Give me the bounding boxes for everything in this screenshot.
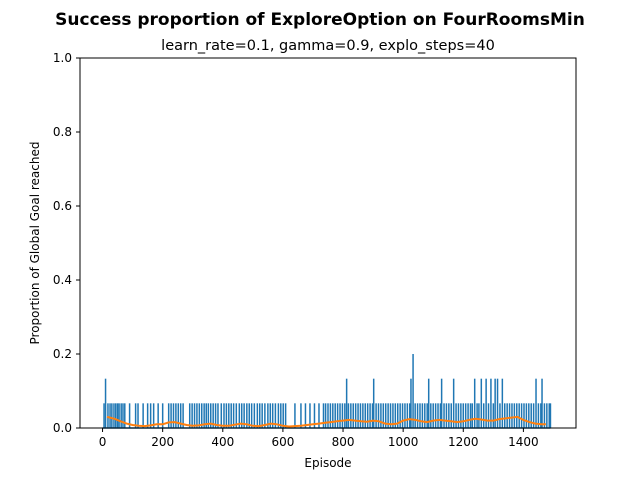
plot-frame xyxy=(79,57,577,429)
y-tick-label: 0.6 xyxy=(53,199,72,213)
x-tick-label: 1000 xyxy=(388,435,419,449)
x-tick-label: 0 xyxy=(99,435,107,449)
x-axis-label: Episode xyxy=(304,456,351,470)
plot-background xyxy=(80,58,576,428)
chart-subtitle: learn_rate=0.1, gamma=0.9, explo_steps=4… xyxy=(161,38,495,54)
y-axis-ticks: 0.0 0.2 0.4 0.6 0.8 1.0 xyxy=(53,51,80,435)
x-tick-label: 1400 xyxy=(508,435,539,449)
y-tick-label: 1.0 xyxy=(53,51,72,65)
x-axis-ticks: 0 200 400 600 800 1000 1200 1400 xyxy=(99,428,539,449)
x-tick-label: 1200 xyxy=(448,435,479,449)
y-tick-label: 0.4 xyxy=(53,273,72,287)
chart-title: Success proportion of ExploreOption on F… xyxy=(55,10,585,30)
plot-area xyxy=(79,57,577,429)
y-tick-label: 0.8 xyxy=(53,125,72,139)
x-tick-label: 800 xyxy=(332,435,355,449)
y-tick-label: 0.2 xyxy=(53,347,72,361)
y-tick-label: 0.0 xyxy=(53,421,72,435)
x-tick-label: 200 xyxy=(151,435,174,449)
x-tick-label: 400 xyxy=(211,435,234,449)
y-axis-label: Proportion of Global Goal reached xyxy=(28,142,42,345)
smoothed-series-line xyxy=(106,415,546,428)
raw-series xyxy=(102,354,552,429)
x-tick-label: 600 xyxy=(271,435,294,449)
